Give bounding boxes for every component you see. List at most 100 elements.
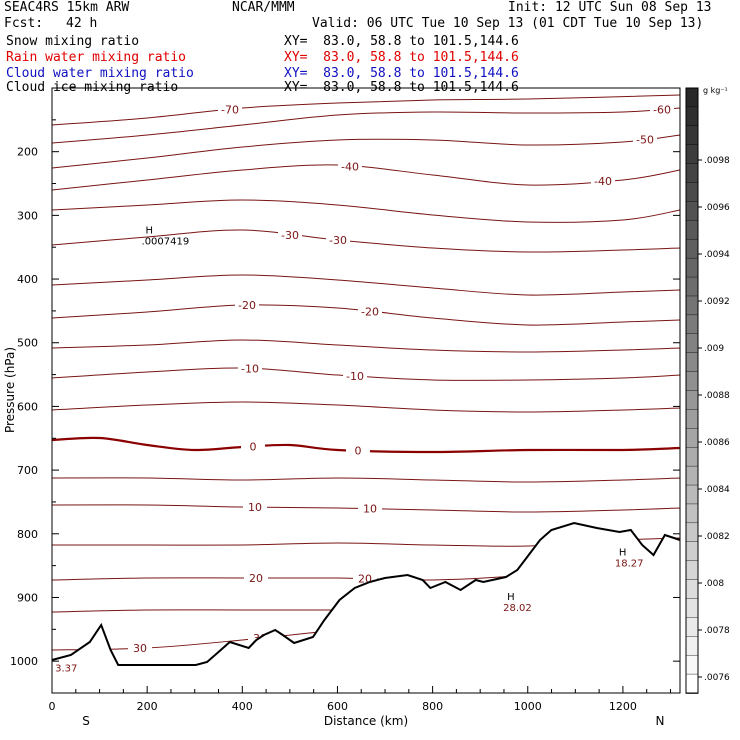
y-tick-label: 200 [17,146,38,159]
isotherm-label-bg [633,133,657,146]
colorbar-swatch [685,314,699,335]
colorbar-swatch [685,87,699,108]
isotherm-label: -20 [238,299,256,312]
colorbar-swatch [685,673,699,694]
isotherm-label: -40 [341,160,359,173]
colorbar-swatch [685,390,699,411]
x-tick-label: 600 [327,700,348,713]
colorbar-tick-label: .0092 [704,297,730,307]
colorbar-swatch [685,447,699,467]
isotherm-label-bg [326,234,350,247]
colorbar-swatch [685,560,699,581]
x-tick-label: 800 [422,700,443,713]
colorbar-swatch [685,125,699,146]
extremum-value: 18.27 [615,558,644,569]
y-tick-label: 700 [17,464,38,477]
isotherm-line [51,477,681,483]
colorbar-tick-label: .0088 [704,391,730,401]
colorbar-swatch [685,163,699,184]
isotherm-label: 0 [250,441,257,454]
x-tick-label: 1200 [609,700,637,713]
colorbar-swatch [685,295,699,316]
field-label-snow: Snow mixing ratio [6,34,140,49]
y-tick-label: 300 [17,209,38,222]
isotherm-line [51,199,681,223]
isotherm-line [51,229,681,253]
isotherm-label: -10 [241,363,259,376]
colorbar-swatch [685,276,699,297]
isotherm-label-bg [241,440,265,453]
isotherm-label: -30 [281,229,299,242]
isotherm-label-bg [358,305,382,318]
isotherm-line [51,94,681,126]
colorbar-frame [685,87,699,694]
fcst-label: Fcst: [4,16,44,31]
field-xy-rain: XY= 83.0, 58.8 to 101.5,144.6 [284,50,519,65]
colorbar-tick-label: .0086 [704,438,730,448]
x-tick-label: 400 [232,700,253,713]
colorbar: .0098 .0096 .0094 .0092 .009 .0088 .0086 .0084.… [685,87,730,694]
isotherm-line [51,339,681,353]
isotherm-label-bg [343,369,367,382]
extremum-label: H [146,226,154,237]
isotherm-label-bg [243,501,267,514]
isotherm-label-bg [235,299,259,312]
colorbar-swatch [685,239,699,259]
colorbar-swatch [685,617,699,638]
x-tick-label: 0 [49,700,56,713]
colorbar-swatch [685,220,699,241]
init-time: Init: 12 UTC Sun 08 Sep 13 [508,0,712,15]
edge-contour-label: 3.37 [55,664,77,675]
valid-time: Valid: 06 UTC Tue 10 Sep 13 (01 CDT Tue … [312,16,704,31]
isotherm-label-bg [591,175,615,188]
extremum-value: .0007419 [142,237,190,248]
isotherm-label-bg [346,444,370,457]
isotherm-label: -40 [594,175,612,188]
colorbar-swatch [685,503,699,524]
plot-frame [51,87,681,694]
org-label: NCAR/MMM [232,0,295,15]
isotherm-label: -70 [221,103,239,116]
colorbar-swatch [685,201,699,222]
isotherm-line [51,401,681,413]
colorbar-swatch [685,257,699,278]
isotherm-line [51,436,681,454]
y-tick-label: 400 [17,273,38,286]
colorbar-swatch [685,352,699,373]
y-tick-label: 500 [17,337,38,350]
isotherm-label-bg [338,160,362,173]
colorbar-swatch [685,484,699,505]
extremum-value: 28.02 [503,603,532,614]
field-xy-snow: XY= 83.0, 58.8 to 101.5,144.6 [284,34,519,49]
extremum-label: H [507,592,515,603]
colorbar-swatch [685,598,699,619]
isotherm-label: -50 [636,133,654,146]
field-label-cloud-water: Cloud water mixing ratio [6,66,194,81]
isotherm-line [51,367,681,381]
y-tick-label: 1000 [10,655,38,668]
colorbar-swatch [685,333,699,354]
isotherm-line [51,107,681,144]
colorbar-tick-label: .0078 [704,626,730,636]
terrain-profile [51,521,681,693]
isotherm-label-bg [278,229,302,242]
isotherm-label: 10 [363,503,377,516]
isotherm-label: 30 [133,642,147,655]
field-xy-cloud-water: XY= 83.0, 58.8 to 101.5,144.6 [284,66,519,81]
extremum-label: H [619,547,627,558]
isotherm-label: -60 [653,103,671,116]
colorbar-swatch [685,144,699,165]
isotherm-label-bg [238,362,262,375]
terrain-line [51,521,681,666]
y-axis-label: Pressure (hPa) [3,347,17,433]
isotherm-label-bg [650,103,674,116]
colorbar-tick-label: .009 [704,344,724,354]
isotherm-label: 0 [355,444,362,457]
colorbar-tick-label: .0076 [704,673,730,683]
colorbar-tick-label: .008 [704,579,724,589]
x-tick-label: 200 [137,700,158,713]
isotherm-label-bg [244,572,268,584]
